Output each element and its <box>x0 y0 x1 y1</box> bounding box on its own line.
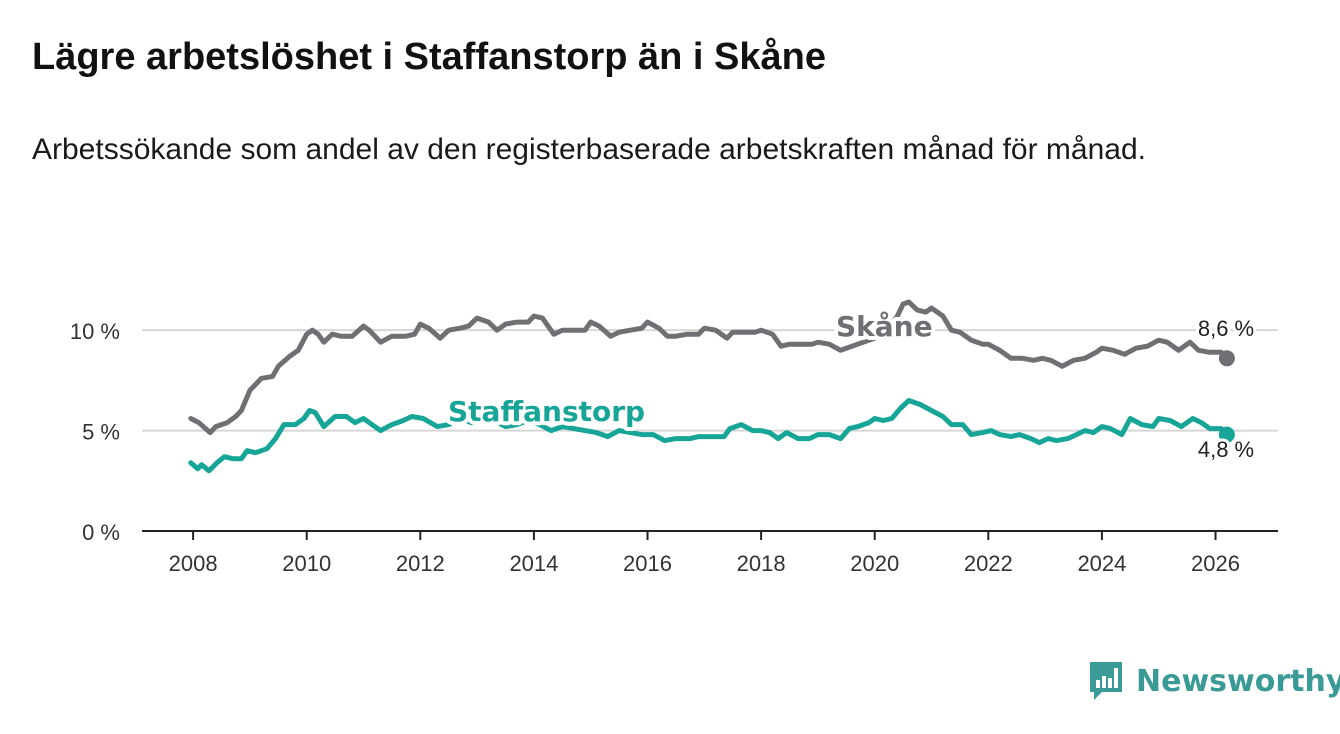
series-label-staffanstorp: Staffanstorp <box>448 395 645 428</box>
end-label-skane: 8,6 % <box>1198 316 1254 341</box>
x-tick-label: 2022 <box>964 551 1013 576</box>
series-end-point <box>1218 426 1235 443</box>
x-tick-label: 2024 <box>1077 551 1126 576</box>
newsworthy-logo-text: Newsworthy <box>1136 663 1340 699</box>
x-tick-label: 2014 <box>509 551 558 576</box>
series-line-sk-ne <box>188 299 1230 436</box>
chart-title: Lägre arbetslöshet i Staffanstorp än i S… <box>32 36 826 78</box>
chart-subtitle: Arbetssökande som andel av den registerb… <box>32 133 1146 166</box>
newsworthy-logo: Newsworthy <box>1088 660 1340 702</box>
series-end-point <box>1218 350 1235 367</box>
y-tick-label: 5 % <box>82 420 120 445</box>
label-layer: Skåne Staffanstorp 8,6 % 4,8 % <box>444 306 1257 465</box>
series-line-staffanstorp <box>188 398 1230 474</box>
end-label-staffanstorp: 4,8 % <box>1198 437 1254 462</box>
x-tick-label: 2008 <box>169 551 218 576</box>
y-tick-label: 10 % <box>70 319 120 344</box>
x-tick-label: 2018 <box>737 551 786 576</box>
x-tick-label: 2016 <box>623 551 672 576</box>
x-tick-label: 2010 <box>282 551 331 576</box>
x-tick-label: 2026 <box>1191 551 1240 576</box>
y-tick-label: 0 % <box>82 520 120 545</box>
grid-layer <box>142 329 1278 432</box>
axis-layer: 0 % 5 % 10 % 2008 2010 2012 2014 2016 2018 2020 20… <box>70 319 1278 576</box>
newsworthy-logo-icon <box>1090 662 1122 700</box>
line-chart: 0 % 5 % 10 % 2008 2010 2012 2014 2016 2018 2020 20… <box>70 299 1278 576</box>
series-label-skane: Skåne <box>836 310 933 343</box>
x-tick-label: 2012 <box>396 551 445 576</box>
series-layer <box>188 299 1235 474</box>
x-tick-label: 2020 <box>850 551 899 576</box>
